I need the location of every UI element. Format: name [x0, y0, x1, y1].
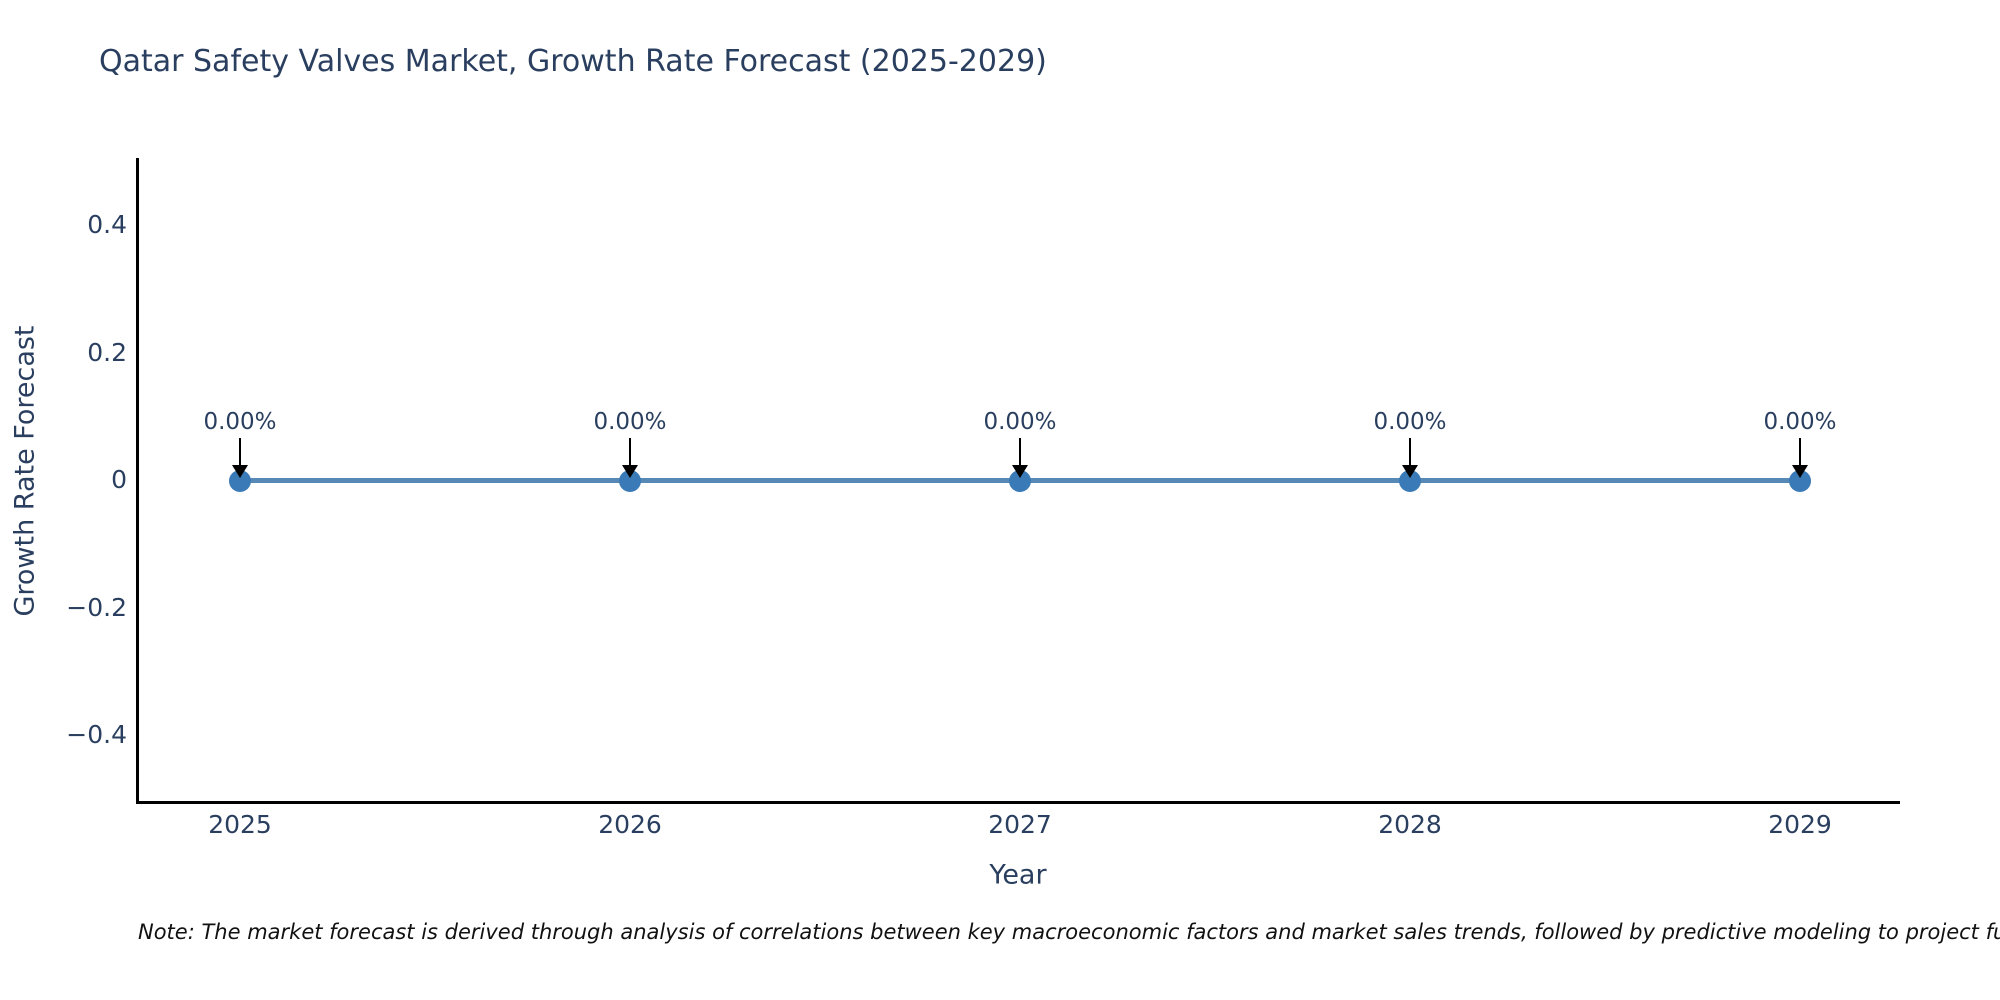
point-value-annotation: 0.00% — [203, 409, 277, 435]
y-axis-title: Growth Rate Forecast — [9, 325, 41, 617]
x-axis-title: Year — [989, 859, 1047, 891]
annotation-arrow-line — [629, 438, 631, 466]
x-axis-line — [136, 801, 1900, 804]
point-value-annotation: 0.00% — [1763, 409, 1837, 435]
annotation-arrow-head-icon — [622, 465, 638, 478]
x-tick-label: 2027 — [988, 810, 1052, 839]
x-tick-label: 2028 — [1378, 810, 1442, 839]
annotation-arrow-head-icon — [1012, 465, 1028, 478]
y-tick-label: 0.2 — [87, 338, 127, 367]
point-value-annotation: 0.00% — [983, 409, 1057, 435]
chart-title: Qatar Safety Valves Market, Growth Rate … — [99, 44, 1047, 79]
y-axis-line — [136, 158, 139, 804]
x-tick-label: 2026 — [598, 810, 662, 839]
y-tick-label: −0.4 — [66, 720, 127, 749]
annotation-arrow-head-icon — [232, 465, 248, 478]
x-tick-label: 2029 — [1768, 810, 1832, 839]
annotation-arrow-line — [1799, 438, 1801, 466]
annotation-arrow-line — [1019, 438, 1021, 466]
annotation-arrow-line — [1409, 438, 1411, 466]
y-tick-label: 0.4 — [87, 210, 127, 239]
forecast-methodology-note: Note: The market forecast is derived thr… — [138, 920, 2000, 944]
point-value-annotation: 0.00% — [593, 409, 667, 435]
point-value-annotation: 0.00% — [1373, 409, 1447, 435]
annotation-arrow-head-icon — [1402, 465, 1418, 478]
y-tick-label: −0.2 — [66, 593, 127, 622]
x-tick-label: 2025 — [208, 810, 272, 839]
annotation-arrow-head-icon — [1792, 465, 1808, 478]
annotation-arrow-line — [239, 438, 241, 466]
y-tick-label: 0 — [111, 465, 127, 494]
